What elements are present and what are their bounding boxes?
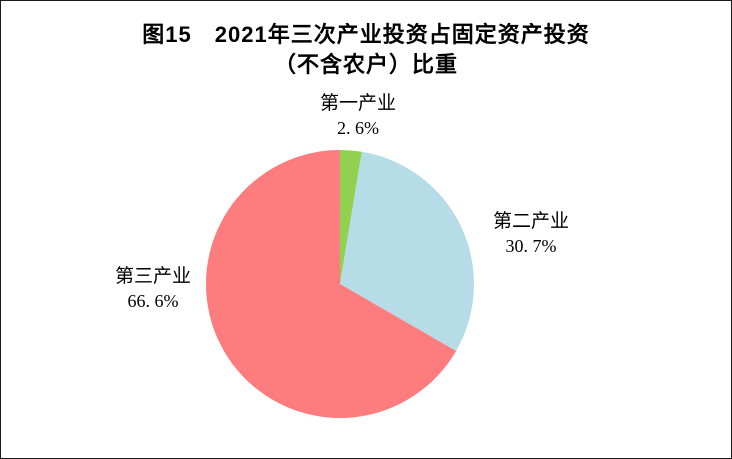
slice-label-secondary-industry: 第二产业 30. 7% bbox=[493, 209, 569, 259]
pie-slice-tertiary-industry bbox=[206, 150, 457, 418]
chart-title-line2: （不含农户）比重 bbox=[273, 52, 458, 77]
slice-category-label: 第一产业 bbox=[319, 93, 397, 114]
slice-percent-label: 66. 6% bbox=[127, 291, 179, 311]
chart-title-line1: 图15 2021年三次产业投资占固定资产投资 bbox=[142, 22, 590, 47]
slice-category-label: 第三产业 bbox=[114, 266, 192, 287]
slice-category-label: 第二产业 bbox=[492, 211, 570, 232]
slice-label-primary-industry: 第一产业 2. 6% bbox=[320, 91, 396, 141]
pie-slice-secondary-industry bbox=[340, 151, 475, 351]
slice-percent-label: 2. 6% bbox=[336, 118, 379, 138]
slice-percent-label: 30. 7% bbox=[505, 236, 557, 256]
slice-label-tertiary-industry: 第三产业 66. 6% bbox=[115, 264, 191, 314]
pie-slice-primary-industry bbox=[340, 150, 362, 284]
chart-title: 图15 2021年三次产业投资占固定资产投资 （不含农户）比重 bbox=[1, 20, 731, 80]
